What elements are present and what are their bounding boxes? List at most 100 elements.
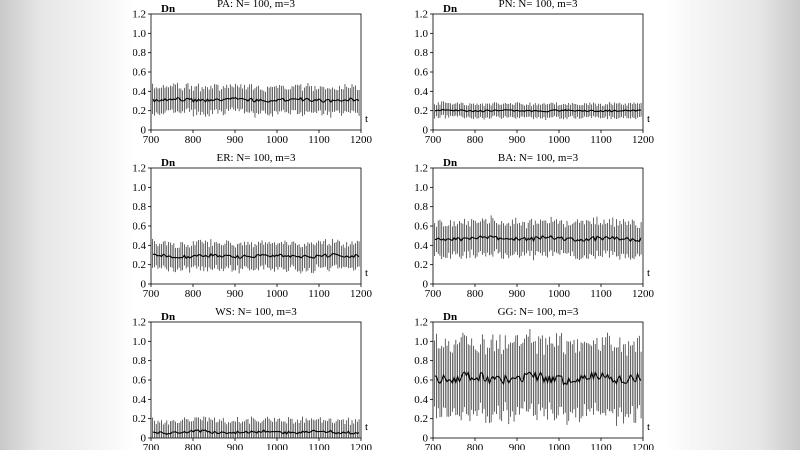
x-tick-label: 1200 xyxy=(350,288,373,300)
x-tick-label: 1100 xyxy=(590,442,612,450)
y-tick-label: 0.2 xyxy=(414,259,428,271)
x-tick-label: 700 xyxy=(143,442,160,450)
y-tick-label: 0.4 xyxy=(133,240,147,252)
chart-panel-1: 0 0.2 0.4 0.6 0.8 1.0 1.2 700 800 900 1000 1100 1200… xyxy=(133,0,373,146)
x-tick-label: 1200 xyxy=(350,134,373,146)
x-tick-label: 900 xyxy=(227,288,244,300)
x-tick-label: 1200 xyxy=(350,442,373,450)
mean-line xyxy=(434,108,642,113)
y-axis-label: Dn xyxy=(161,311,175,323)
y-tick-label: 1.2 xyxy=(414,317,428,329)
x-tick-label: 800 xyxy=(185,288,202,300)
x-tick-label: 1000 xyxy=(266,134,289,146)
y-tick-label: 0.4 xyxy=(414,86,428,98)
y-tick-label: 1.2 xyxy=(133,9,146,21)
y-tick-label: 0.4 xyxy=(414,394,428,406)
x-tick-label: 800 xyxy=(185,442,202,450)
x-tick-label: 1200 xyxy=(632,134,655,146)
chart-title: WS: N= 100, m=3 xyxy=(215,306,297,318)
y-tick-label: 0 xyxy=(423,433,429,445)
plot-frame xyxy=(150,13,362,131)
x-tick-label: 1100 xyxy=(590,288,612,300)
y-tick-label: 0.2 xyxy=(414,105,428,117)
x-tick-label: 800 xyxy=(467,288,484,300)
x-tick-label: 900 xyxy=(509,134,526,146)
chart-title: BA: N= 100, m=3 xyxy=(498,152,579,164)
y-tick-label: 0.8 xyxy=(414,201,428,213)
charts-grid: 0 0.2 0.4 0.6 0.8 1.0 1.2 700 800 900 1000 1100 1200… xyxy=(133,0,655,450)
chart-panel-3: 0 0.2 0.4 0.6 0.8 1.0 1.2 700 800 900 1000 1100 1200… xyxy=(133,152,373,300)
x-axis-label: t xyxy=(365,267,368,279)
x-tick-label: 1200 xyxy=(632,442,655,450)
x-axis-label: t xyxy=(365,421,368,433)
x-tick-label: 700 xyxy=(143,134,160,146)
x-axis-label: t xyxy=(647,267,650,279)
y-tick-label: 1.2 xyxy=(133,163,146,175)
x-axis-label: t xyxy=(365,113,368,125)
y-tick-label: 0 xyxy=(423,279,429,291)
chart-title: GG: N= 100, m=3 xyxy=(498,306,579,318)
y-tick-label: 0.6 xyxy=(414,375,428,387)
figure-panel: 0 0.2 0.4 0.6 0.8 1.0 1.2 700 800 900 1000 1100 1200… xyxy=(133,0,667,450)
chart-title: ER: N= 100, m=3 xyxy=(216,152,296,164)
y-axis-label: Dn xyxy=(443,157,457,169)
x-tick-label: 900 xyxy=(227,442,244,450)
y-tick-label: 0.8 xyxy=(133,355,147,367)
chart-panel-5: 0 0.2 0.4 0.6 0.8 1.0 1.2 700 800 900 1000 1100 1200… xyxy=(133,306,373,450)
chart-panel-6: 0 0.2 0.4 0.6 0.8 1.0 1.2 700 800 900 1000 1100 1200… xyxy=(414,306,654,450)
x-tick-label: 1200 xyxy=(632,288,655,300)
mean-line xyxy=(434,234,642,243)
x-tick-label: 700 xyxy=(143,288,160,300)
y-tick-label: 1.2 xyxy=(414,9,428,21)
y-tick-label: 0 xyxy=(141,125,147,137)
x-tick-label: 1100 xyxy=(308,134,330,146)
y-tick-label: 1.2 xyxy=(414,163,428,175)
mean-line xyxy=(434,370,642,386)
y-tick-label: 0.2 xyxy=(133,105,146,117)
y-tick-label: 0.6 xyxy=(414,67,428,79)
y-tick-label: 0 xyxy=(141,279,147,291)
y-tick-label: 0.8 xyxy=(414,47,428,59)
y-tick-label: 0.2 xyxy=(414,413,428,425)
x-tick-label: 1100 xyxy=(308,288,330,300)
y-axis-label: Dn xyxy=(443,3,457,15)
y-tick-label: 0.6 xyxy=(133,221,147,233)
x-tick-label: 1000 xyxy=(548,442,571,450)
mean-line xyxy=(152,429,360,436)
chart-title: PN: N= 100, m=3 xyxy=(498,0,578,10)
y-tick-label: 1.0 xyxy=(414,336,428,348)
mean-line xyxy=(152,252,360,260)
y-tick-label: 1.2 xyxy=(133,317,146,329)
x-tick-label: 900 xyxy=(509,442,526,450)
y-axis-label: Dn xyxy=(443,311,457,323)
x-tick-label: 800 xyxy=(185,134,202,146)
x-tick-label: 900 xyxy=(227,134,244,146)
x-tick-label: 1000 xyxy=(266,442,289,450)
y-tick-label: 0.8 xyxy=(133,47,147,59)
x-tick-label: 1000 xyxy=(266,288,289,300)
mean-line xyxy=(152,96,360,104)
x-tick-label: 1100 xyxy=(308,442,330,450)
x-tick-label: 700 xyxy=(425,442,442,450)
x-tick-label: 800 xyxy=(467,442,484,450)
x-tick-label: 1100 xyxy=(590,134,612,146)
y-tick-label: 0.6 xyxy=(414,221,428,233)
chart-panel-2: 0 0.2 0.4 0.6 0.8 1.0 1.2 700 800 900 1000 1100 1200… xyxy=(414,0,654,146)
x-tick-label: 700 xyxy=(425,288,442,300)
y-tick-label: 1.0 xyxy=(414,28,428,40)
y-tick-label: 0.4 xyxy=(414,240,428,252)
x-axis-label: t xyxy=(647,421,650,433)
y-axis-label: Dn xyxy=(161,3,175,15)
x-tick-label: 700 xyxy=(425,134,442,146)
y-tick-label: 0.8 xyxy=(133,201,147,213)
y-tick-label: 0.2 xyxy=(133,413,146,425)
y-tick-label: 1.0 xyxy=(133,28,147,40)
y-tick-label: 1.0 xyxy=(133,182,147,194)
x-tick-label: 800 xyxy=(467,134,484,146)
y-tick-label: 0 xyxy=(423,125,429,137)
y-tick-label: 1.0 xyxy=(414,182,428,194)
y-tick-label: 0.4 xyxy=(133,394,147,406)
y-tick-label: 1.0 xyxy=(133,336,147,348)
x-tick-label: 1000 xyxy=(548,134,571,146)
y-tick-label: 0.6 xyxy=(133,67,147,79)
